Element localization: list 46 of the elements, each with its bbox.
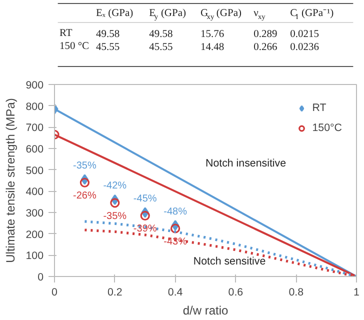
annotation: -39%	[133, 224, 157, 235]
point	[80, 178, 90, 188]
y-tick-label: 800	[26, 100, 44, 113]
x-tick-label: 0.4	[168, 286, 183, 298]
y-tick-label: 100	[26, 250, 44, 262]
x-tick-label: 0.6	[228, 286, 244, 298]
x-tick-label: 0.2	[107, 286, 122, 298]
text: 49.58	[149, 29, 173, 40]
text: 150 °C	[59, 41, 90, 52]
text: 15.76	[200, 29, 224, 40]
text: RT	[59, 28, 73, 39]
text: 0.0236	[290, 42, 319, 53]
x-axis-title: d/w ratio	[182, 304, 228, 318]
text: 45.55	[96, 42, 120, 53]
y-tick-label: 600	[26, 144, 44, 156]
text: 0.289	[254, 29, 278, 40]
y-tick-label: 300	[26, 208, 44, 220]
text: 45.55	[149, 42, 173, 53]
x-tick-label: 0.8	[288, 286, 304, 298]
text: 0.266	[254, 42, 278, 53]
legend-label: RT	[312, 102, 328, 114]
annotation: -42%	[103, 180, 127, 192]
annotation: -35%	[103, 210, 127, 222]
y-tick-label: 900	[26, 80, 44, 92]
annotation: -35%	[73, 160, 96, 172]
legend-label: 150°C	[312, 122, 342, 134]
text: 14.48	[200, 42, 224, 53]
y-tick-label: 400	[26, 186, 44, 198]
x-tick-label: 1	[354, 286, 360, 298]
text: 0.0215	[290, 29, 319, 40]
text: Eₓ (GPa)	[96, 8, 134, 19]
y-tick-label: 0	[38, 272, 44, 284]
point	[110, 198, 120, 208]
annotation: Notch insensitive	[206, 157, 286, 170]
x-tick-label: 0	[52, 286, 58, 298]
y-tick-label: 500	[26, 164, 44, 177]
y-tick-label: 700	[26, 122, 44, 134]
y-tick-label: 200	[26, 228, 44, 241]
annotation: -48%	[164, 206, 188, 218]
annotation: -45%	[133, 194, 157, 204]
annotation: Notch sensitive	[193, 256, 266, 268]
annotation: -26%	[73, 190, 96, 202]
text: 49.58	[96, 29, 120, 40]
point	[170, 224, 180, 234]
point	[140, 210, 150, 220]
y-axis-title: Ultimate tensile strength (MPa)	[4, 98, 18, 263]
